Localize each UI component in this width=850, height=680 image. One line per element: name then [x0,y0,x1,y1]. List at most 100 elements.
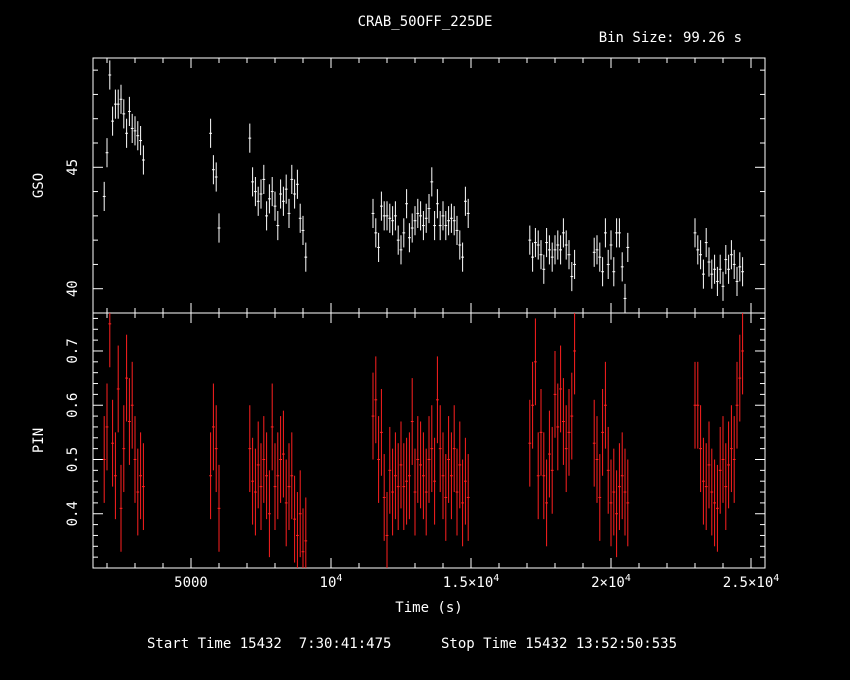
data-point [396,225,400,255]
data-point [570,262,574,292]
data-point [704,228,708,258]
data-point [394,201,397,231]
data-point [573,249,576,279]
data-point [458,230,462,260]
data-point [567,240,571,270]
data-point [539,388,543,476]
data-point [251,167,254,197]
data-point [598,242,602,272]
data-point [738,252,742,282]
data-point [539,240,543,270]
data-point [618,443,621,531]
data-point [707,421,711,509]
data-point [444,454,448,541]
data-point [716,464,719,552]
data-point [142,145,145,175]
data-point [601,257,604,287]
data-point [371,198,375,228]
data-point [620,432,624,520]
data-point [259,179,263,209]
data-point [385,201,389,231]
x-axis-label: Time (s) [395,600,462,616]
data-point [433,211,436,241]
data-point [273,443,277,531]
data-point [735,361,739,449]
data-point [536,432,540,520]
data-point [402,218,406,248]
data-point [704,443,708,531]
data-point [452,206,456,236]
data-point [214,162,218,192]
data-point [212,383,215,471]
data-point [545,459,548,547]
data-point [606,249,610,279]
data-point [256,421,260,509]
y-tick-label: 0.5 [65,447,81,472]
chart-title: CRAB_50OFF_225DE [357,14,493,30]
start-time-label: Start Time 15432 7:30:41:475 [147,636,392,652]
data-point [707,247,711,277]
data-point [116,345,120,433]
data-point [427,416,431,503]
data-point [693,218,697,248]
data-point [256,186,260,216]
data-point [528,225,532,255]
data-point [391,206,394,236]
data-point [727,421,730,509]
data-point [276,432,280,520]
data-point [741,313,744,395]
data-point [693,361,697,449]
data-point [251,437,254,525]
data-point [548,235,551,265]
data-point [550,426,554,514]
data-point [287,443,291,531]
data-point [721,271,725,301]
data-point [262,164,266,194]
data-point [455,215,459,245]
data-point [408,432,411,520]
data-point [377,416,380,503]
data-point [553,235,557,265]
data-point [114,89,117,119]
data-point [130,361,134,449]
data-point [542,254,546,284]
data-point [416,416,420,503]
data-point [270,383,274,471]
data-point [212,155,215,185]
data-point [534,318,537,406]
data-point [279,416,282,503]
data-point [116,89,120,119]
data-point [122,99,126,129]
data-point [142,443,145,531]
data-point [290,432,294,520]
data-point [545,228,548,258]
data-point [609,459,613,547]
data-point [102,181,106,211]
data-point [209,118,212,148]
data-point [270,177,274,207]
data-point [702,437,705,525]
data-point [128,96,131,126]
data-point [447,416,450,503]
data-point [620,252,624,282]
data-point [724,443,728,531]
data-point [601,388,604,476]
data-point [422,211,425,241]
data-point [427,194,431,224]
data-point [716,266,719,296]
data-point [699,405,702,493]
data-point [282,410,285,498]
data-point [304,497,308,568]
data-point [133,116,137,146]
data-point [461,242,464,272]
data-point [410,213,414,243]
data-point [531,361,534,449]
data-point [556,230,560,260]
data-point [598,454,602,541]
data-point [713,459,716,547]
data-point [422,432,425,520]
data-point [699,240,702,270]
data-point [618,218,621,248]
data-point [455,448,459,536]
data-point [550,242,554,272]
